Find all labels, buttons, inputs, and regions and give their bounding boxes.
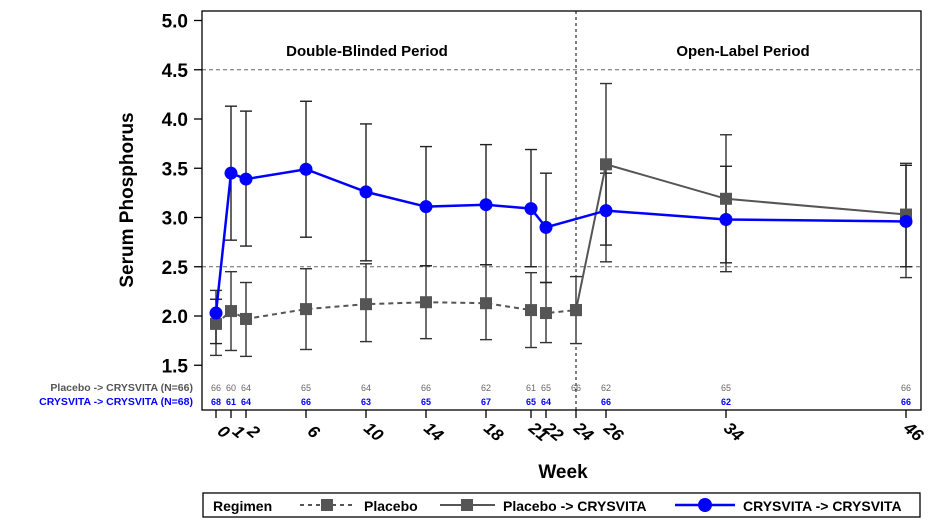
legend-label-placebo: Placebo [364,498,418,514]
x-tick-label: 0 [214,421,234,442]
y-tick-label: 3.5 [162,159,189,180]
at-risk-count: 62 [481,383,491,393]
at-risk-count: 66 [211,383,221,393]
x-axis-title: Week [538,462,588,483]
series-line-placebo [215,301,577,325]
data-point-square [225,305,237,318]
data-point-square [210,317,222,330]
at-risk-count: 68 [211,397,221,407]
data-point-square [480,297,492,310]
y-tick-label: 5.0 [162,12,188,33]
at-risk-count: 66 [901,383,911,393]
legend-marker-square [461,499,473,511]
legend-item-placebo-crysvita: Placebo -> CRYSVITA [440,498,647,514]
data-point-square [540,307,552,320]
at-risk-count: 60 [226,383,236,393]
x-tick-label: 14 [420,418,447,445]
y-tick-label: 4.0 [162,110,188,131]
legend-marker-square [321,499,333,511]
y-axis-title: Serum Phosphorus [117,112,138,287]
x-tick-label: 2 [243,421,264,443]
data-point-square [240,312,252,325]
series-line-placebo-crysvita [575,163,907,311]
at-risk-count: 62 [721,397,731,407]
at-risk-count: 66 [571,383,581,393]
at-risk-count: 65 [421,397,431,407]
x-tick-label: 46 [899,418,927,446]
at-risk-count: 65 [526,397,536,407]
x-tick-label: 18 [480,418,507,445]
data-point-square [720,192,732,205]
y-tick-label: 1.5 [162,356,189,377]
data-point-circle [899,214,913,228]
at-risk-row-label: Placebo -> CRYSVITA (N=66) [50,382,193,394]
at-risk-count: 66 [421,383,431,393]
period-label-open-label: Open-Label Period [676,43,809,60]
at-risk-count: 64 [361,383,371,393]
data-point-square [600,158,612,171]
x-tick-label: 1 [229,421,248,442]
at-risk-count: 66 [301,397,311,407]
at-risk-count: 61 [526,383,536,393]
legend-marker-circle [698,498,712,512]
data-point-circle [224,166,238,180]
data-point-square [570,304,582,317]
x-tick-label: 24 [569,418,597,446]
data-point-circle [599,204,613,218]
legend-label-crysvita-crysvita: CRYSVITA -> CRYSVITA [743,498,902,514]
x-tick-label: 26 [599,418,627,446]
data-point-square [525,304,537,317]
data-point-circle [299,162,313,176]
at-risk-count: 65 [301,383,311,393]
data-point-circle [719,212,733,226]
data-point-circle [419,200,433,214]
x-tick-label: 34 [720,418,747,445]
at-risk-row-label: CRYSVITA -> CRYSVITA (N=68) [39,396,193,408]
data-point-square [360,298,372,311]
series-line-crysvita-crysvita [214,167,907,314]
data-point-circle [479,198,493,212]
legend-item-crysvita-crysvita: CRYSVITA -> CRYSVITA [675,498,902,514]
y-tick-label: 2.5 [162,258,189,279]
at-risk-count: 64 [241,397,251,407]
at-risk-count: 64 [541,397,551,407]
data-point-circle [209,306,223,320]
period-label-double-blinded: Double-Blinded Period [286,43,448,60]
x-tick-label: 22 [539,418,567,446]
at-risk-count: 66 [901,397,911,407]
x-tick-label: 6 [304,421,324,442]
y-tick-label: 4.5 [162,61,189,82]
plot-frame [201,10,922,411]
at-risk-count: 63 [361,397,371,407]
at-risk-count: 66 [601,397,611,407]
at-risk-count: 65 [721,383,731,393]
data-point-circle [524,202,538,216]
at-risk-count: 62 [601,383,611,393]
legend-item-placebo: Placebo [300,498,418,514]
data-point-circle [539,220,553,234]
data-point-circle [239,172,253,186]
legend-label-placebo-crysvita: Placebo -> CRYSVITA [503,498,647,514]
at-risk-count: 65 [541,383,551,393]
data-point-square [300,303,312,316]
at-risk-count: 67 [481,397,491,407]
data-point-square [420,296,432,309]
at-risk-count: 61 [226,397,236,407]
legend: Regimen Placebo Placebo -> CRYSVITA CRYS… [202,492,921,518]
at-risk-count: 64 [241,383,251,393]
y-tick-label: 2.0 [162,307,188,328]
x-tick-label: 10 [360,418,387,445]
data-point-circle [359,185,373,199]
y-tick-label: 3.0 [162,209,188,230]
legend-title: Regimen [213,498,272,514]
